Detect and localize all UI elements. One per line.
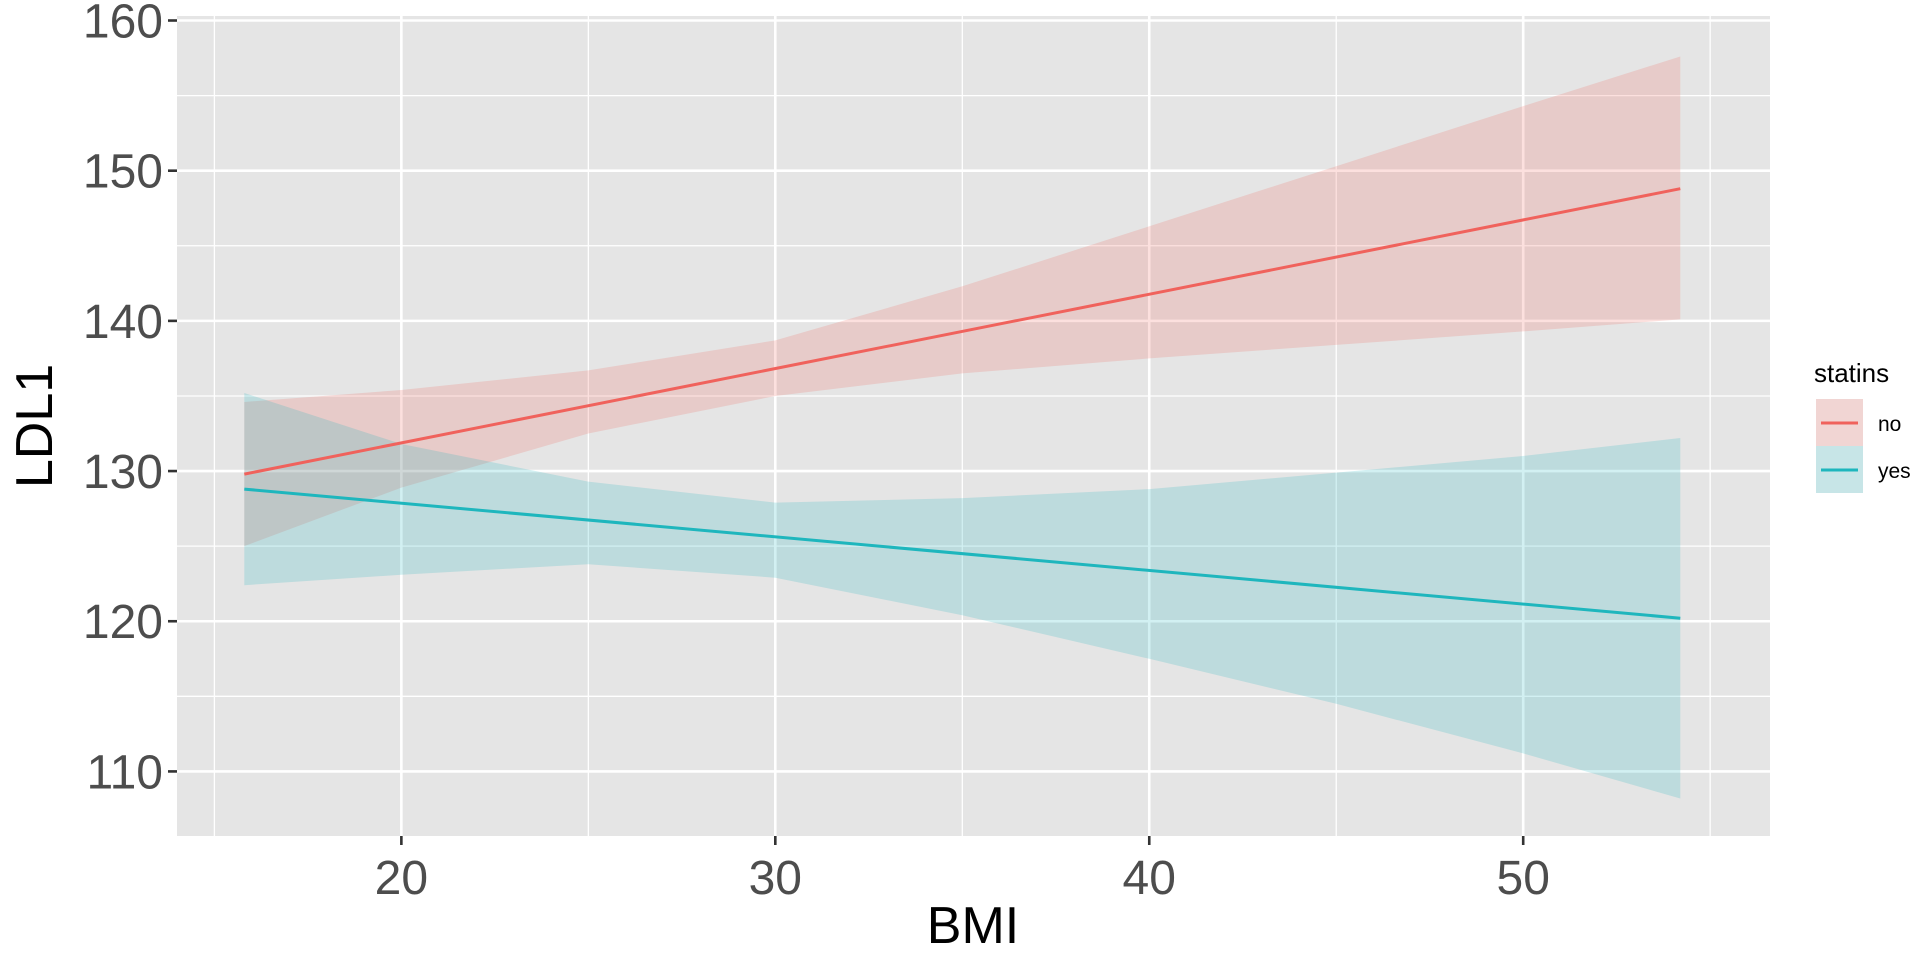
x-axis-title: BMI — [927, 897, 1019, 955]
confidence-band-yes — [244, 393, 1681, 799]
x-tick-label: 30 — [749, 852, 802, 905]
y-tick-label: 130 — [83, 446, 163, 499]
x-tick-label: 20 — [375, 852, 428, 905]
confidence-band-no — [244, 56, 1681, 547]
legend-title: statins — [1814, 358, 1889, 388]
minor-gridlines — [177, 16, 1770, 836]
legend-label-no: no — [1878, 413, 1901, 436]
series-lines — [244, 187, 1681, 620]
series-line-no — [244, 187, 1681, 476]
x-tick-label: 40 — [1123, 852, 1176, 905]
legend: statins no yes — [1814, 358, 1911, 493]
major-gridlines — [177, 16, 1770, 836]
y-tick-label: 140 — [83, 296, 163, 349]
y-tick-label: 160 — [83, 0, 163, 49]
y-axis-ticks: 110 120 130 140 150 160 — [83, 0, 177, 799]
x-axis-ticks: 20 30 40 50 — [375, 836, 1550, 905]
x-tick-label: 50 — [1497, 852, 1550, 905]
series-line-yes — [244, 487, 1681, 620]
y-tick-label: 110 — [86, 746, 163, 799]
y-tick-label: 150 — [83, 146, 163, 199]
plot-panel — [177, 16, 1770, 836]
y-tick-label: 120 — [83, 596, 163, 649]
confidence-bands — [244, 56, 1681, 799]
y-axis-title: LDL1 — [6, 364, 64, 488]
legend-item-yes: yes — [1816, 446, 1911, 493]
legend-item-no: no — [1816, 399, 1901, 446]
legend-label-yes: yes — [1878, 460, 1911, 483]
